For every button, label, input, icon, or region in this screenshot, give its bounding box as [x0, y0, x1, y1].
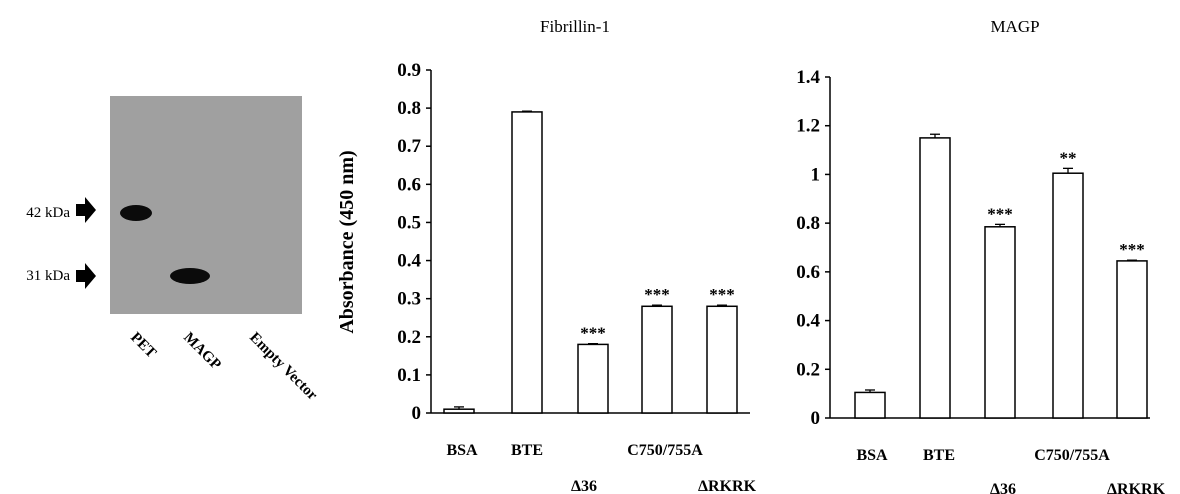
arrow-31-icon	[76, 263, 96, 289]
y-tick-label: 0.6	[796, 262, 820, 283]
marker-label-42: 42 kDa	[26, 205, 70, 221]
bar	[1116, 260, 1148, 419]
category-label: BSA	[856, 447, 888, 464]
blot-membrane	[110, 96, 302, 314]
bar	[443, 408, 475, 414]
y-tick-label: 0	[811, 408, 821, 429]
y-tick-label: 0.4	[397, 251, 421, 272]
bar	[641, 305, 673, 414]
y-tick-label: 0	[412, 403, 422, 424]
y-tick-label: 1.2	[796, 116, 820, 137]
category-label: Δ36	[571, 478, 597, 494]
bar	[706, 305, 738, 414]
y-tick-label: 0.2	[397, 327, 421, 348]
significance-label: ***	[644, 285, 670, 304]
category-label: ΔRKRK	[698, 478, 757, 494]
marker-label-31: 31 kDa	[26, 268, 70, 284]
significance-label: ***	[580, 324, 606, 343]
significance-label: **	[1060, 148, 1077, 167]
y-tick-label: 0.8	[397, 98, 421, 119]
chart-magp: MAGP 00.20.40.60.811.21.4********BSA BTEΔ…	[796, 17, 1165, 494]
bar	[1052, 172, 1084, 419]
bar	[984, 226, 1016, 419]
y-tick-label: 0.3	[397, 289, 421, 310]
bar	[919, 137, 951, 419]
y-tick-label: 0.7	[397, 136, 421, 157]
significance-label: ***	[987, 204, 1013, 223]
y-tick-label: 0.9	[397, 60, 421, 81]
y-axis-label: Absorbance (450 nm)	[336, 150, 358, 333]
significance-label: ***	[709, 285, 735, 304]
lane-label-magp: MAGP	[180, 330, 224, 374]
bar	[854, 391, 886, 419]
significance-label: ***	[1119, 240, 1145, 259]
y-tick-label: 0.5	[397, 212, 421, 233]
y-tick-label: 0.4	[796, 311, 820, 332]
category-label: BTE	[923, 447, 955, 464]
category-label: ΔRKRK	[1107, 481, 1166, 494]
category-label: C750/755A	[627, 442, 703, 459]
chart-title: Fibrillin-1	[540, 17, 610, 36]
y-tick-label: 1.4	[796, 67, 820, 88]
category-label: C750/755A	[1034, 447, 1110, 464]
category-label: Δ36	[990, 481, 1016, 494]
y-tick-label: 0.1	[397, 365, 421, 386]
lane-label-pet: PET	[127, 330, 159, 362]
y-tick-label: 1	[811, 164, 821, 185]
bar	[577, 343, 609, 414]
blot-band-pet	[120, 205, 152, 221]
y-tick-label: 0.2	[796, 359, 820, 380]
chart-title: MAGP	[990, 17, 1039, 36]
category-label: BSA	[446, 442, 478, 459]
arrow-42-icon	[76, 197, 96, 223]
y-tick-label: 0.6	[397, 174, 421, 195]
western-blot-panel: 42 kDa 31 kDa PET MAGP Empty Vector	[26, 96, 320, 404]
bar	[511, 111, 543, 414]
blot-band-magp	[170, 268, 210, 284]
lane-label-empty-vector: Empty Vector	[246, 330, 320, 404]
category-label: BTE	[511, 442, 543, 459]
y-tick-label: 0.8	[796, 213, 820, 234]
chart-fibrillin-1: Fibrillin-1 Absorbance (450 nm) 0 0.1 0.2 0…	[336, 17, 757, 494]
